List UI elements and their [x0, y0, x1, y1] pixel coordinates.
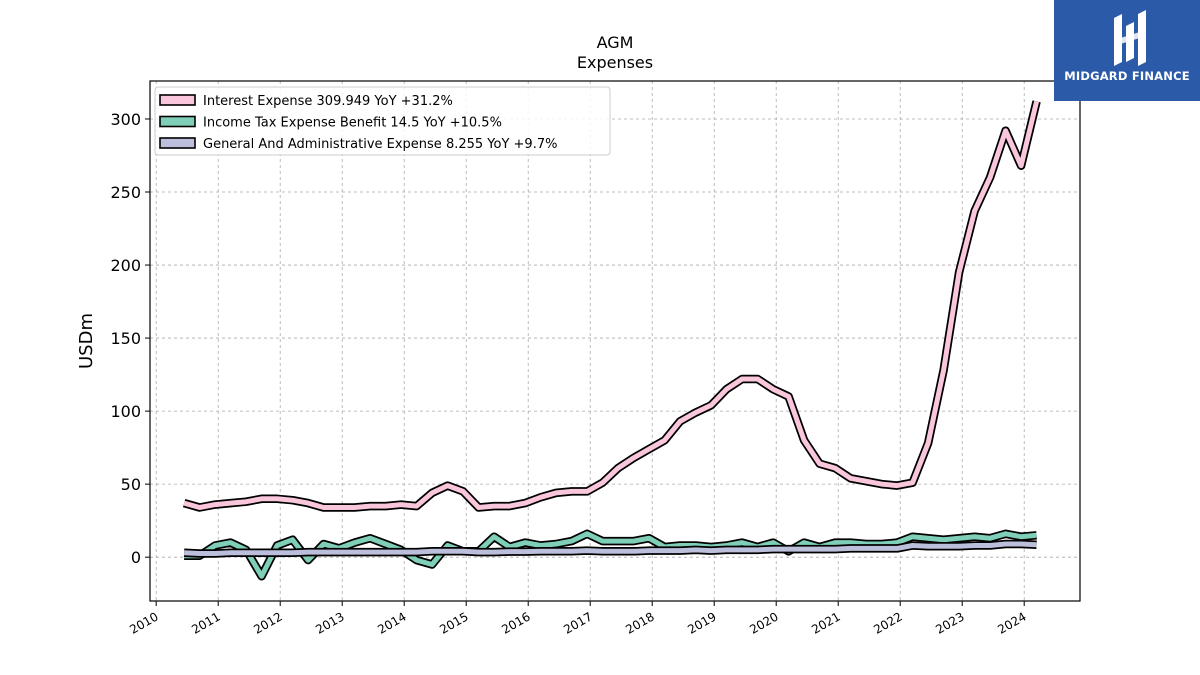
- grid-lines: [150, 81, 1080, 601]
- x-axis-ticks: 2010 2011 2012 2013 2014 2015 2016 2017 2018 2019…: [127, 601, 1029, 637]
- x-tick-label: 2023: [933, 609, 966, 636]
- chart-subtitle: Expenses: [577, 53, 653, 72]
- y-tick-label: 0: [131, 548, 141, 567]
- plot-frame: [149, 80, 1081, 602]
- x-tick-label: 2019: [685, 609, 718, 636]
- series-line-1: [184, 531, 1037, 579]
- series-line-0: [183, 100, 1040, 510]
- chart-legend: Interest Expense 309.949 YoY +31.2% Incom…: [154, 86, 611, 156]
- legend-swatch-1: [159, 115, 196, 128]
- x-tick-label: 2020: [747, 609, 780, 636]
- x-tick-label: 2012: [251, 609, 284, 636]
- x-tick-label: 2015: [437, 609, 470, 636]
- brand-logo: MIDGARD FINANCE: [1054, 0, 1200, 101]
- y-tick-label: 300: [110, 110, 141, 129]
- legend-label-2: General And Administrative Expense 8.255…: [203, 137, 557, 152]
- series-outline-0: [182, 100, 1041, 512]
- chart-title: AGM: [597, 33, 634, 52]
- y-axis-label: USDm: [76, 313, 97, 369]
- y-tick-label: 200: [110, 256, 141, 275]
- legend-swatch-0: [159, 94, 196, 106]
- legend-swatch-2: [159, 137, 196, 149]
- x-tick-label: 2011: [189, 609, 222, 636]
- x-tick-label: 2018: [623, 609, 656, 636]
- x-tick-label: 2010: [127, 609, 160, 636]
- y-tick-label: 50: [121, 475, 141, 494]
- x-tick-label: 2016: [499, 609, 532, 636]
- x-tick-label: 2024: [995, 609, 1028, 636]
- x-tick-label: 2021: [809, 609, 842, 636]
- x-tick-label: 2014: [375, 609, 408, 636]
- brand-name: MIDGARD FINANCE: [1064, 69, 1190, 83]
- y-axis-ticks: 0 50 100 150 200 250 300: [110, 110, 150, 567]
- series-line-2: [183, 541, 1037, 556]
- y-tick-label: 100: [110, 402, 141, 421]
- legend-box: [154, 86, 611, 156]
- legend-label-1: Income Tax Expense Benefit 14.5 YoY +10.…: [203, 116, 502, 131]
- y-tick-label: 150: [110, 329, 141, 348]
- y-tick-label: 250: [110, 183, 141, 202]
- legend-label-0: Interest Expense 309.949 YoY +31.2%: [203, 94, 453, 109]
- x-tick-label: 2017: [561, 609, 594, 636]
- midgard-logo-icon: [1114, 10, 1146, 66]
- series-lines: [182, 100, 1041, 581]
- x-tick-label: 2022: [871, 609, 904, 636]
- x-tick-label: 2013: [313, 609, 346, 636]
